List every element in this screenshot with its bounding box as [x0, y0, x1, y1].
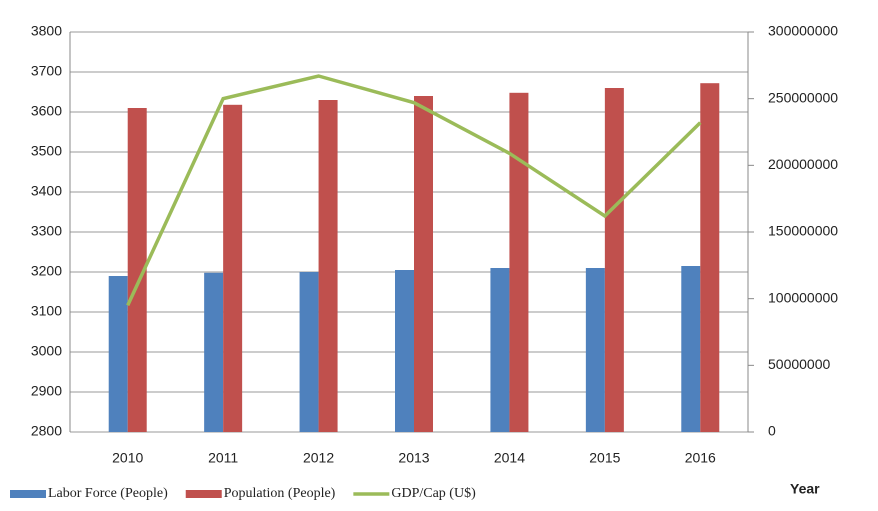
bar — [127, 108, 147, 432]
bar — [299, 272, 319, 432]
legend-label: GDP/Cap (U$) — [391, 486, 476, 501]
bar — [490, 268, 510, 432]
y-tick-label: 3000 — [31, 343, 62, 359]
bar — [318, 100, 338, 432]
bar — [204, 272, 224, 432]
line-series — [126, 74, 702, 307]
y2-tick-label: 0 — [768, 423, 776, 439]
legend-label: Labor Force (People) — [48, 486, 168, 501]
legend-swatch — [10, 490, 46, 498]
x-tick-label: 2013 — [398, 450, 429, 466]
x-tick-label: 2015 — [589, 450, 620, 466]
y-tick-label: 3300 — [31, 223, 62, 239]
y-tick-label: 3400 — [31, 183, 62, 199]
legend-swatch — [185, 490, 222, 498]
bar — [414, 96, 433, 432]
y2-tick-label: 300000000 — [768, 23, 838, 39]
y-tick-label: 2800 — [31, 423, 62, 439]
y-tick-label: 3800 — [31, 23, 62, 39]
x-tick-label: 2016 — [685, 450, 716, 466]
x-tick-label: 2011 — [208, 450, 238, 466]
bar — [223, 104, 243, 433]
y-tick-label: 3500 — [31, 143, 62, 159]
y2-tick-label: 250000000 — [768, 89, 838, 105]
bar — [585, 268, 605, 432]
x-tick-label: 2010 — [112, 450, 143, 466]
bar — [604, 88, 624, 432]
x-tick-label: 2014 — [494, 450, 525, 466]
y2-tick-label: 200000000 — [768, 156, 838, 172]
y-tick-label: 3200 — [31, 263, 62, 279]
bar — [509, 92, 529, 433]
y-tick-label: 3100 — [31, 303, 62, 319]
y2-tick-label: 100000000 — [768, 289, 838, 305]
x-tick-label: 2012 — [303, 450, 334, 466]
y-tick-label: 2900 — [31, 383, 62, 399]
bar — [700, 83, 720, 432]
y2-tick-label: 150000000 — [768, 223, 838, 239]
x-axis-label: Year — [790, 481, 820, 497]
bar — [108, 276, 128, 432]
legend-label: Population (People) — [224, 486, 336, 501]
bar — [395, 270, 414, 432]
y2-tick-label: 50000000 — [768, 356, 831, 372]
y-tick-label: 3600 — [31, 103, 62, 119]
bar — [681, 266, 701, 432]
y-tick-label: 3700 — [31, 63, 62, 79]
